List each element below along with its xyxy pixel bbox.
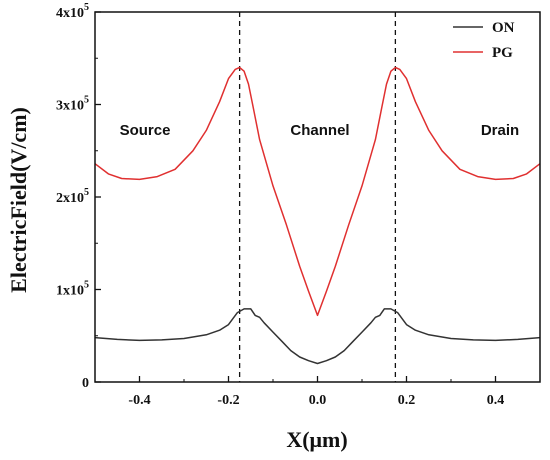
region-label-drain: Drain xyxy=(481,122,519,139)
y-tick-label: 0 xyxy=(82,376,89,391)
x-tick-label: -0.4 xyxy=(128,393,150,408)
plot-frame xyxy=(94,11,541,383)
x-tick-label: 0.0 xyxy=(309,393,327,408)
x-tick-label: -0.2 xyxy=(217,393,239,408)
axes-group: -0.4 -0.2 0.0 0.2 0.4 0 1x105 2x105 3x105 4x105 xyxy=(56,2,541,408)
y-axis-title: ElectricField(V/cm) xyxy=(6,107,31,293)
series-line-pg xyxy=(94,66,541,317)
region-label-channel: Channel xyxy=(290,122,349,139)
y-tick-label: 4x105 xyxy=(56,2,89,21)
legend-label-pg: PG xyxy=(492,45,513,61)
y-tick-label: 2x105 xyxy=(56,187,89,206)
y-tick-label: 3x105 xyxy=(56,95,89,114)
legend: ON PG xyxy=(453,20,515,61)
x-axis-title: X(μm) xyxy=(286,427,347,452)
region-label-source: Source xyxy=(120,122,171,139)
y-tick-label: 1x105 xyxy=(56,280,89,299)
x-tick-label: 0.2 xyxy=(398,393,416,408)
legend-label-on: ON xyxy=(492,20,515,36)
x-tick-label: 0.4 xyxy=(487,393,505,408)
series-group xyxy=(94,12,541,382)
series-line-on xyxy=(94,308,541,365)
